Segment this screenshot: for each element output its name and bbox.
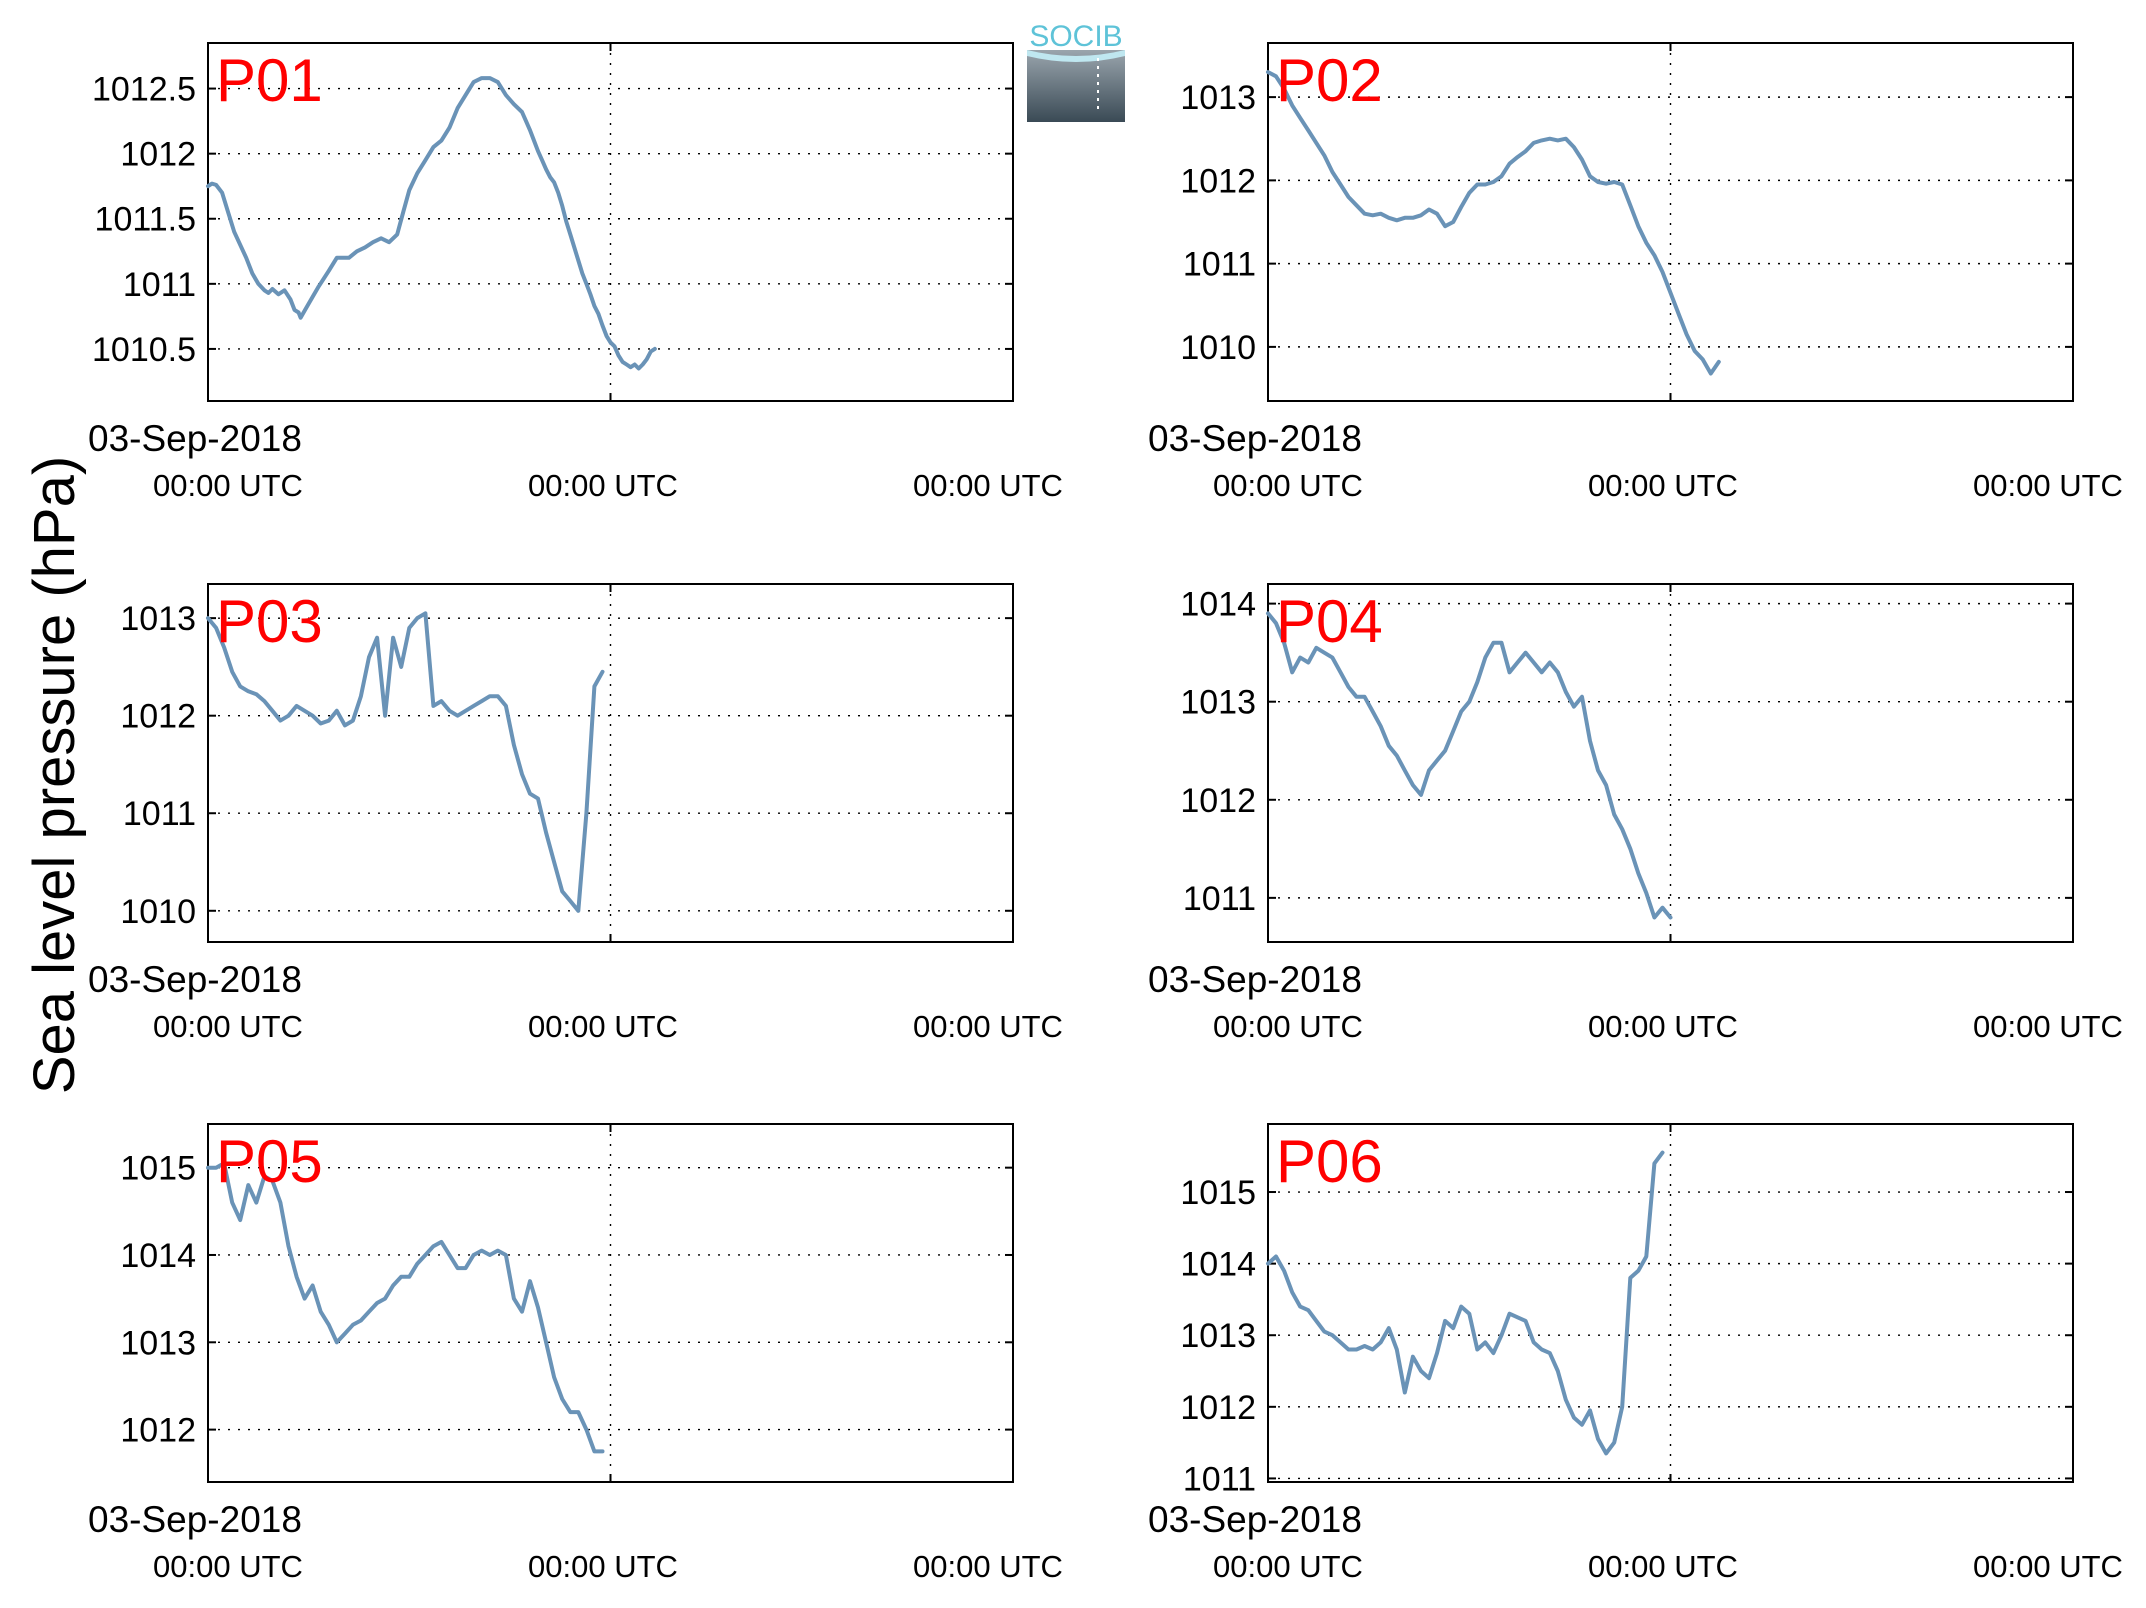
panel-label: P05 [216,1128,323,1195]
series-line [1266,1150,1665,1456]
series-line [206,1161,605,1454]
panel-p05: 1012 1013 1014 1015 P05 03-Sep-2018 00:00 UTC 0… [88,1123,1063,1584]
socib-logo-text: SOCIB [1029,20,1122,53]
y-tick-label: 1012 [1180,782,1256,820]
x-tick-label: 00:00 UTC [1973,468,2123,503]
panel-label: P04 [1276,588,1383,655]
plot-frame [1267,42,2074,402]
y-tick-label: 1012 [120,136,196,174]
panel-p03: 1010 1011 1012 1013 P03 03-Sep-2018 00:00 UTC 0… [88,583,1063,1044]
panel-p04: 1011 1012 1013 1014 P04 03-Sep-2018 00:00 UTC 0… [1148,583,2123,1044]
x-date-label: 03-Sep-2018 [88,418,302,459]
x-date-label: 03-Sep-2018 [1148,1499,1362,1540]
x-tick-label: 00:00 UTC [913,1549,1063,1584]
x-tick-label: 00:00 UTC [1213,1549,1363,1584]
y-tick-label: 1011 [1183,246,1256,284]
y-tick-label: 1015 [120,1150,196,1188]
x-tick-label: 00:00 UTC [1588,468,1738,503]
panel-label: P03 [216,588,323,655]
panel-p01: 1010.5 1011 1011.5 1012 1012.5 P01 03-Sep-2018… [88,42,1063,503]
x-tick-label: 00:00 UTC [528,468,678,503]
x-tick-label: 00:00 UTC [913,468,1063,503]
y-tick-label: 1012.5 [92,71,196,109]
x-tick-label: 00:00 UTC [528,1549,678,1584]
y-tick-label: 1014 [120,1237,196,1275]
x-tick-label: 00:00 UTC [1213,468,1363,503]
x-tick-label: 00:00 UTC [1973,1549,2123,1584]
y-axis-label: Sea level pressure (hPa) [22,456,87,1094]
x-tick-label: 00:00 UTC [1588,1009,1738,1044]
plot-frame [1267,583,2074,943]
plot-frame [207,583,1014,943]
plot-frame [1267,1123,2074,1483]
x-tick-label: 00:00 UTC [153,1009,303,1044]
x-date-label: 03-Sep-2018 [1148,959,1362,1000]
y-tick-label: 1015 [1180,1174,1256,1212]
x-tick-label: 00:00 UTC [153,1549,303,1584]
series-line [1266,611,1673,920]
panel-p06: 1011 1012 1013 1014 1015 P06 03-Sep-2018 00:00 … [1148,1123,2123,1584]
y-tick-label: 1011 [1183,880,1256,918]
x-tick-label: 00:00 UTC [528,1009,678,1044]
x-tick-label: 00:00 UTC [1973,1009,2123,1044]
plot-frame [207,42,1014,402]
y-tick-label: 1011 [123,795,196,833]
x-date-label: 03-Sep-2018 [88,959,302,1000]
y-tick-label: 1010 [120,893,196,931]
plot-frame [207,1123,1014,1483]
series-line [206,76,657,371]
x-tick-label: 00:00 UTC [1588,1549,1738,1584]
y-tick-label: 1013 [1180,1317,1256,1355]
y-tick-label: 1010 [1180,329,1256,367]
y-tick-label: 1011 [123,266,196,304]
panel-label: P02 [1276,47,1383,114]
y-tick-label: 1013 [120,600,196,638]
y-tick-label: 1011 [1183,1460,1256,1498]
y-tick-label: 1014 [1180,586,1256,624]
y-tick-label: 1012 [120,1412,196,1450]
x-tick-label: 00:00 UTC [153,468,303,503]
y-tick-label: 1013 [1180,79,1256,117]
x-date-label: 03-Sep-2018 [1148,418,1362,459]
x-tick-label: 00:00 UTC [1213,1009,1363,1044]
panel-label: P01 [216,47,323,114]
series-line [1266,70,1721,376]
panel-p02: 1010 1011 1012 1013 P02 03-Sep-2018 00:00 UTC 0… [1148,42,2123,503]
y-tick-label: 1013 [1180,684,1256,722]
y-tick-label: 1012 [1180,1389,1256,1427]
panel-label: P06 [1276,1128,1383,1195]
x-tick-label: 00:00 UTC [913,1009,1063,1044]
series-line [206,611,605,913]
y-tick-label: 1010.5 [92,331,196,369]
y-tick-label: 1012 [120,698,196,736]
y-tick-label: 1013 [120,1324,196,1362]
y-tick-label: 1012 [1180,162,1256,200]
y-tick-label: 1014 [1180,1246,1256,1284]
socib-logo: SOCIB [1027,20,1125,122]
y-tick-label: 1011.5 [95,201,196,239]
x-date-label: 03-Sep-2018 [88,1499,302,1540]
